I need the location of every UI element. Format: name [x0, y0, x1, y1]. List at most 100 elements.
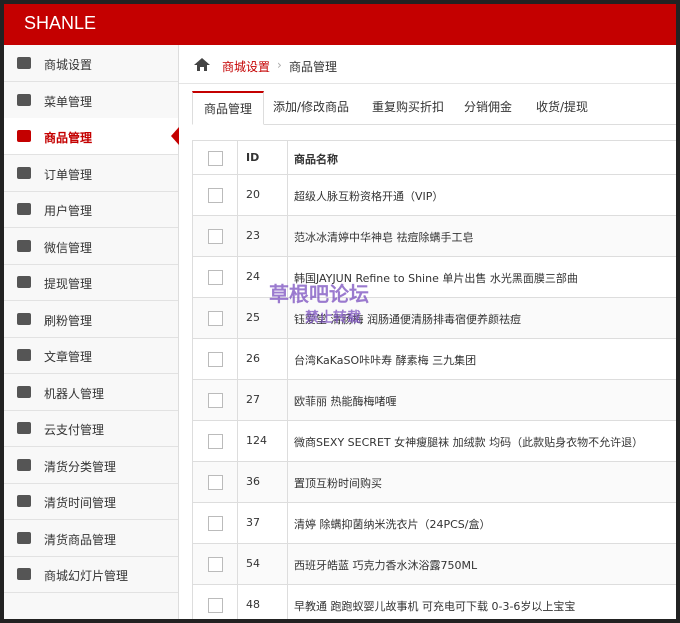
sidebar-label: 机器人管理: [44, 386, 105, 401]
active-arrow: [171, 127, 179, 145]
tab[interactable]: 分销佣金: [463, 100, 512, 114]
sidebar-item[interactable]: 商品管理: [4, 118, 179, 155]
separator: ›: [277, 58, 282, 72]
cell-name: 超级人脉互粉资格开通（VIP）: [294, 190, 444, 203]
divider: [237, 216, 238, 256]
sidebar-label: 微信管理: [44, 240, 93, 255]
checkbox[interactable]: [208, 229, 223, 244]
sidebar-label: 清货商品管理: [44, 532, 117, 547]
sidebar-item[interactable]: 文章管理: [4, 337, 178, 374]
checkbox[interactable]: [208, 151, 223, 166]
sidebar-item[interactable]: 清货时间管理: [4, 483, 178, 520]
sidebar-label: 清货分类管理: [44, 459, 117, 474]
divider: [237, 585, 238, 619]
breadcrumb: 商城设置 › 商品管理: [179, 45, 676, 84]
brand[interactable]: SHANLE: [24, 13, 97, 33]
sidebar-label: 菜单管理: [44, 94, 93, 109]
checkbox[interactable]: [208, 434, 223, 449]
tabs: 商品管理 添加/修改商品 重复购买折扣 分销佣金 收货/提现: [192, 91, 676, 125]
checkbox[interactable]: [208, 516, 223, 531]
divider: [287, 585, 288, 619]
sidebar-item[interactable]: 清货分类管理: [4, 447, 178, 484]
cell-name: 早教通 跑跑蚁婴儿故事机 可充电可下载 0-3-6岁以上宝宝: [294, 600, 576, 613]
tab[interactable]: 添加/修改商品: [272, 100, 350, 114]
divider: [287, 544, 288, 584]
divider: [237, 257, 238, 297]
sidebar-item[interactable]: 商城设置: [4, 45, 178, 82]
sidebar-item[interactable]: 商城幻灯片管理: [4, 556, 178, 593]
table-row: 124 微商SEXY SECRET 女神瘦腿袜 加绒款 均码（此款贴身衣物不允许退…: [193, 421, 676, 462]
breadcrumb-link[interactable]: 商城设置: [222, 60, 271, 74]
divider: [287, 141, 288, 174]
icon: [17, 312, 31, 325]
sidebar-item[interactable]: 订单管理: [4, 155, 178, 192]
cell-name: 微商SEXY SECRET 女神瘦腿袜 加绒款 均码（此款贴身衣物不允许退）: [294, 436, 644, 449]
watermark: 草根吧论坛 禁止转载: [269, 278, 369, 327]
cell-name: 钰爱堂 清肠梅 润肠通便清肠排毒宿便养颜祛痘: [294, 313, 521, 326]
checkbox[interactable]: [208, 188, 223, 203]
divider: [287, 421, 288, 461]
table-row: 25 钰爱堂 清肠梅 润肠通便清肠排毒宿便养颜祛痘: [193, 298, 676, 339]
sidebar-item[interactable]: 提现管理: [4, 264, 178, 301]
cell-id: 27: [246, 393, 260, 406]
checkbox[interactable]: [208, 311, 223, 326]
sidebar-item[interactable]: 刷粉管理: [4, 301, 178, 338]
icon: [17, 349, 31, 361]
icon: [17, 568, 31, 580]
checkbox[interactable]: [208, 475, 223, 490]
table-row: 37 清婷 除螨抑菌纳米洗衣片（24PCS/盒）: [193, 503, 676, 544]
cell-id: 48: [246, 598, 260, 611]
icon: [17, 57, 31, 69]
cell-id: 25: [246, 311, 260, 324]
table-row: 36 置顶互粉时间购买: [193, 462, 676, 503]
cell-id: 54: [246, 557, 260, 570]
table-row: 23 范冰冰清婷中华神皂 祛痘除螨手工皂: [193, 216, 676, 257]
sidebar-label: 清货时间管理: [44, 496, 117, 510]
divider: [237, 141, 238, 174]
tab[interactable]: 收货/提现: [535, 100, 589, 114]
cell-id: 20: [246, 188, 260, 201]
sidebar-item[interactable]: 用户管理: [4, 191, 178, 228]
cell-name: 韩国JAYJUN Refine to Shine 单片出售 水光黑面膜三部曲: [294, 272, 578, 285]
sidebar-item[interactable]: 菜单管理: [4, 82, 178, 119]
cell-id: 26: [246, 352, 260, 365]
sidebar-item[interactable]: 机器人管理: [4, 374, 178, 411]
breadcrumb-current: 商品管理: [289, 60, 338, 74]
cell-name: 置顶互粉时间购买: [294, 477, 382, 490]
tab[interactable]: 重复购买折扣: [371, 100, 444, 114]
cell-id: 23: [246, 229, 260, 242]
cell-name: 西班牙皓蓝 巧克力香水沐浴露750ML: [294, 559, 478, 572]
divider: [287, 462, 288, 502]
main: 商城设置 › 商品管理 商品管理 添加/修改商品 重复购买折扣 分销佣金 收货/提现 I…: [179, 45, 676, 619]
sidebar-item[interactable]: 清货商品管理: [4, 520, 178, 557]
checkbox[interactable]: [208, 598, 223, 613]
tab[interactable]: 商品管理: [192, 91, 264, 125]
divider: [237, 421, 238, 461]
checkbox[interactable]: [208, 352, 223, 367]
icon: [17, 130, 31, 142]
sidebar-item[interactable]: 微信管理: [4, 228, 178, 265]
sidebar-label: 商城幻灯片管理: [44, 569, 129, 583]
divider: [287, 339, 288, 379]
icon: [17, 166, 31, 179]
icon: [17, 385, 31, 398]
icon: [17, 422, 31, 434]
divider: [287, 380, 288, 420]
table-row: 26 台湾KaKaSO咔咔寿 酵素梅 三九集团: [193, 339, 676, 380]
checkbox[interactable]: [208, 393, 223, 408]
divider: [287, 257, 288, 297]
cell-name: 清婷 除螨抑菌纳米洗衣片（24PCS/盒）: [294, 518, 491, 531]
divider: [237, 544, 238, 584]
home-icon: [194, 58, 210, 71]
checkbox[interactable]: [208, 270, 223, 285]
sidebar-item[interactable]: 云支付管理: [4, 410, 178, 447]
cell-name: 范冰冰清婷中华神皂 祛痘除螨手工皂: [294, 231, 474, 244]
cell-id: 124: [246, 434, 267, 447]
sidebar-label: 订单管理: [44, 167, 93, 182]
checkbox[interactable]: [208, 557, 223, 572]
sidebar: 商城设置菜单管理商品管理订单管理用户管理微信管理提现管理 刷粉管理 文章管理机器人管…: [4, 45, 179, 619]
table-row: 27 欧菲丽 热能酶梅啫喱: [193, 380, 676, 421]
divider: [237, 503, 238, 543]
divider: [237, 298, 238, 338]
